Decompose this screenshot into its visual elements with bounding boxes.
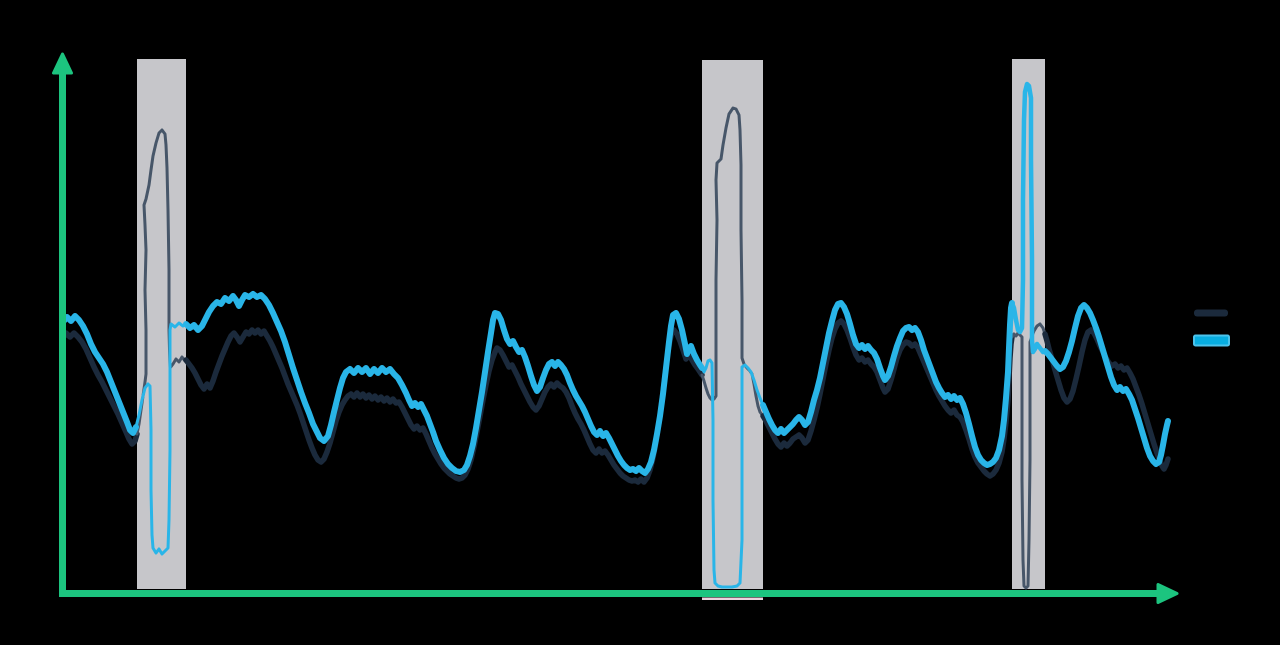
series-dark-mid-2-line (760, 318, 1015, 479)
series-cyan-window-2-dip-down-line (700, 358, 765, 589)
x-axis-arrow-icon (1156, 583, 1179, 604)
series-dark-pre-window-1-line (60, 330, 140, 447)
series-cyan-pre-window-1-line (60, 313, 139, 436)
series-dark-window-1-spike-up-line (135, 128, 188, 436)
series-cyan-mid-1-line (183, 291, 705, 476)
legend-swatch-series-cyan (1193, 334, 1230, 347)
legend-swatch-series-dark (1194, 309, 1228, 317)
series-cyan-mid-2-line (760, 300, 1015, 468)
anomaly-window-band (702, 60, 763, 589)
y-axis-arrow-icon (52, 52, 73, 75)
series-cyan-window-1-dip-down-line (134, 321, 188, 556)
series-dark-mid-1-line (183, 327, 705, 485)
anomaly-window-underline (702, 597, 763, 600)
series-cyan-tail-line (1042, 302, 1171, 467)
series-cyan-window-3-spike-up-line (1009, 81, 1048, 355)
